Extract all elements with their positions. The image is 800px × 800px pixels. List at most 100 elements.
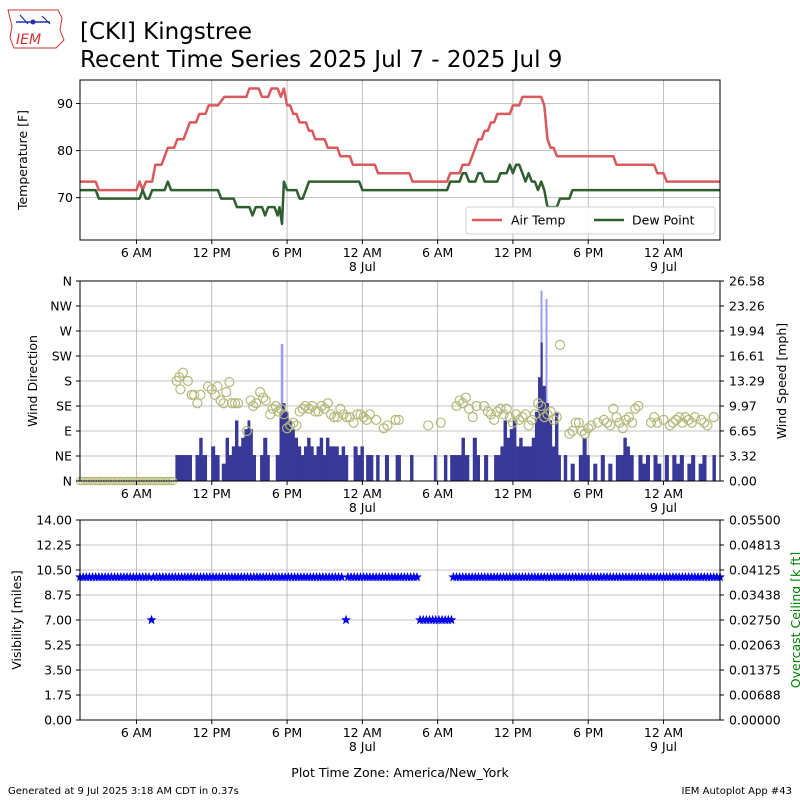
wind-x-tick-label: 12 AM (343, 486, 382, 501)
ceiling-y-tick-label: 0.02750 (729, 613, 781, 628)
wind-direction-marker (605, 420, 616, 431)
wind-speed-bar (211, 446, 216, 481)
wind-speed-bar (623, 437, 627, 481)
wind-direction-tick-label: W (60, 324, 72, 339)
page-title: [CKI] Kingstree (80, 19, 252, 45)
wind-direction-marker (526, 414, 537, 425)
wind-direction-marker (532, 398, 544, 409)
wind-direction-marker (498, 409, 509, 420)
wind-direction-tick-label: NE (55, 449, 72, 464)
generated-footer: Generated at 9 Jul 2025 3:18 AM CDT in 0… (8, 786, 239, 797)
temperature-x-tick-label: 12 AM (644, 245, 683, 260)
visibility-y-tick-label: 7.00 (44, 613, 72, 628)
wind-speed-bar (476, 455, 480, 481)
wind-speed-bar (626, 446, 630, 481)
wind-speed-bar (509, 429, 514, 481)
wind-speed-bar (545, 403, 550, 481)
wind-speed-bar (484, 455, 489, 481)
temperature-x-tick-label: 12 PM (193, 245, 231, 260)
wind-direction-marker (471, 400, 482, 412)
wind-speed-bar (260, 455, 264, 481)
wind-direction-marker (551, 412, 562, 423)
wind-direction-marker (583, 423, 594, 434)
wind-direction-marker (627, 417, 638, 428)
wind-speed-bar (395, 455, 401, 481)
wind-speed-bar (664, 455, 669, 481)
visibility-marker (446, 614, 457, 625)
wind-speed-bar (294, 437, 299, 481)
temperature-x-tick-label: 6 AM (121, 245, 152, 260)
wind-direction-marker (576, 425, 588, 437)
wind-speed-bar (672, 455, 677, 481)
visibility-x-tick-label: 6 PM (573, 725, 603, 740)
wind-x-tick-label: 12 AM (644, 486, 683, 501)
wind-direction-tick-label: S (64, 374, 72, 389)
wind-direction-marker (382, 420, 393, 431)
wind-direction-marker (683, 414, 694, 425)
wind-direction-marker (303, 403, 315, 414)
visibility-panel: 0.00 1.75 3.50 5.25 7.00 8.75 10.50 12.25 14.00 0… (9, 513, 800, 755)
wind-speed-bar (525, 446, 533, 481)
wind-speed-bar (376, 455, 380, 481)
temperature-x-tick-label: 6 PM (272, 245, 302, 260)
visibility-x-tick-label: 6 AM (121, 725, 152, 740)
wind-speed-bar (538, 377, 541, 481)
wind-speed-bar (676, 463, 681, 481)
wind-x-tick-sublabel: 9 Jul (650, 500, 677, 515)
logo-text: IEM (16, 32, 41, 48)
wind-direction-marker (564, 428, 575, 439)
wind-direction-marker (708, 412, 719, 423)
wind-speed-bar (687, 463, 692, 481)
wind-direction-marker (630, 403, 641, 414)
visibility-y-tick-label: 5.25 (44, 638, 72, 653)
wind-direction-marker (435, 417, 446, 428)
wind-speed-bar (384, 455, 390, 481)
wind-speed-bar (679, 455, 684, 481)
wind-direction-marker (275, 403, 286, 414)
wind-direction-marker (241, 425, 253, 437)
visibility-y-tick-label: 12.25 (36, 538, 72, 553)
wind-direction-marker (270, 400, 281, 412)
wind-speed-bar (325, 437, 330, 481)
wind-direction-marker (570, 417, 581, 428)
wind-direction-marker (229, 398, 241, 409)
wind-speed-bar (578, 455, 583, 481)
iem-logo: IEM (7, 9, 65, 49)
wind-speed-bar (238, 446, 242, 481)
temperature-x-tick-label: 6 AM (422, 245, 453, 260)
wind-direction-marker (674, 412, 685, 423)
wind-direction-marker (221, 387, 232, 398)
wind-direction-marker (267, 403, 278, 414)
wind-direction-marker (633, 400, 644, 412)
wind-speed-bar (410, 455, 414, 481)
visibility-marker (341, 614, 351, 625)
wind-direction-marker (325, 409, 337, 420)
wind-speed-tick-label: 6.65 (729, 423, 757, 438)
wind-direction-marker (273, 406, 284, 417)
wind-direction-marker (702, 420, 713, 431)
wind-speed-bar (291, 429, 295, 481)
ceiling-y-tick-label: 0.03438 (729, 587, 781, 602)
wind-speed-bar (500, 446, 504, 481)
wind-speed-bar (313, 455, 317, 481)
wind-speed-tick-label: 3.32 (729, 449, 757, 464)
wind-speed-bar (506, 437, 511, 481)
wind-speed-bar (241, 437, 245, 481)
wind-direction-marker (514, 414, 525, 425)
wind-direction-marker (393, 414, 404, 425)
visibility-y-tick-label: 10.50 (36, 563, 72, 578)
wind-speed-bar (531, 437, 536, 481)
wind-speed-bar (282, 403, 286, 481)
wind-direction-marker (288, 417, 299, 428)
wind-speed-bar (285, 411, 289, 481)
wind-direction-tick-label: SE (56, 399, 72, 414)
wind-direction-marker (371, 414, 382, 425)
wind-speed-bar (503, 420, 507, 481)
wind-speed-bar (310, 446, 314, 481)
wind-direction-marker (310, 406, 321, 417)
wind-speed-bar (608, 463, 613, 481)
wind-direction-marker (215, 395, 226, 406)
wind-speed-bar (175, 455, 192, 481)
wind-direction-marker (554, 339, 566, 350)
wind-speed-bar (698, 463, 703, 481)
